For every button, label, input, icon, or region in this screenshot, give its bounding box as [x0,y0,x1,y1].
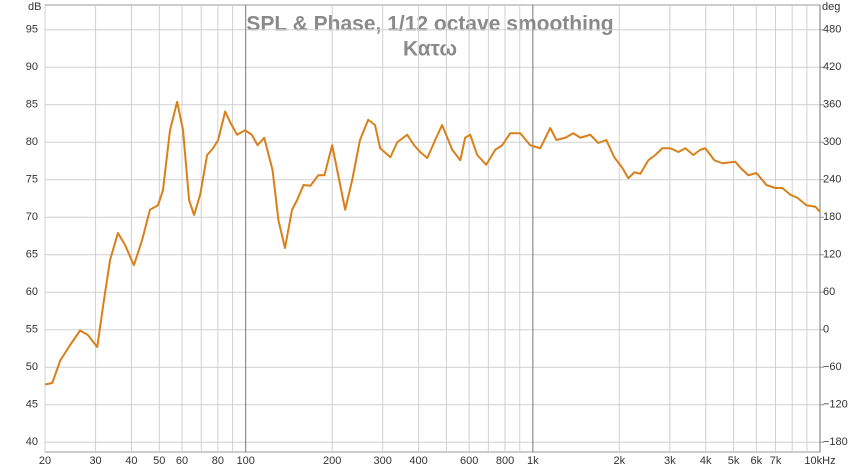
chart-subtitle: Κατω [403,38,457,61]
plot-area [44,4,821,453]
x-tick-label: 4k [700,455,712,467]
y2-tick-label: 0 [823,324,829,336]
x-tick-label: 600 [460,455,478,467]
y2-tick-label: −120 [823,399,848,411]
y2-axis-label: deg [822,1,840,13]
x-tick-label: 6k [750,455,762,467]
x-tick-label: 50 [153,455,165,467]
x-tick-label: 100 [237,455,255,467]
y-tick-label: 75 [26,174,38,186]
y-tick-label: 50 [26,361,38,373]
y-axis-label: dB [28,1,41,13]
x-tick-label: 40 [125,455,137,467]
y-tick-label: 40 [26,436,38,448]
x-tick-label: 1k [527,455,539,467]
y-tick-label: 80 [26,136,38,148]
y2-tick-label: −60 [823,361,842,373]
x-tick-label: 3k [664,455,676,467]
x-tick-label: 2k [613,455,625,467]
y2-tick-label: 60 [823,286,835,298]
x-tick-label: 10kHz [804,455,835,467]
y-tick-label: 85 [26,99,38,111]
x-tick-label: 20 [39,455,51,467]
x-tick-label: 800 [496,455,514,467]
y-tick-label: 45 [26,399,38,411]
y2-tick-label: 240 [823,174,841,186]
y2-tick-label: 480 [823,24,841,36]
y-tick-label: 60 [26,286,38,298]
x-tick-label: 5k [728,455,740,467]
x-tick-label: 30 [89,455,101,467]
x-tick-label: 200 [323,455,341,467]
y2-tick-label: 120 [823,249,841,261]
y2-tick-label: −180 [823,436,848,448]
chart-title: SPL & Phase, 1/12 octave smoothing [246,13,613,36]
y-tick-label: 90 [26,61,38,73]
y2-tick-label: 180 [823,211,841,223]
x-tick-label: 60 [176,455,188,467]
y2-tick-label: 420 [823,61,841,73]
x-tick-label: 300 [374,455,392,467]
spl-line [44,100,822,386]
y-tick-label: 95 [26,24,38,36]
x-tick-label: 80 [212,455,224,467]
y2-tick-label: 300 [823,136,841,148]
y-tick-label: 55 [26,324,38,336]
y-tick-label: 65 [26,249,38,261]
y2-tick-label: 360 [823,99,841,111]
y-tick-label: 70 [26,211,38,223]
x-tick-label: 400 [409,455,427,467]
x-tick-label: 7k [770,455,782,467]
